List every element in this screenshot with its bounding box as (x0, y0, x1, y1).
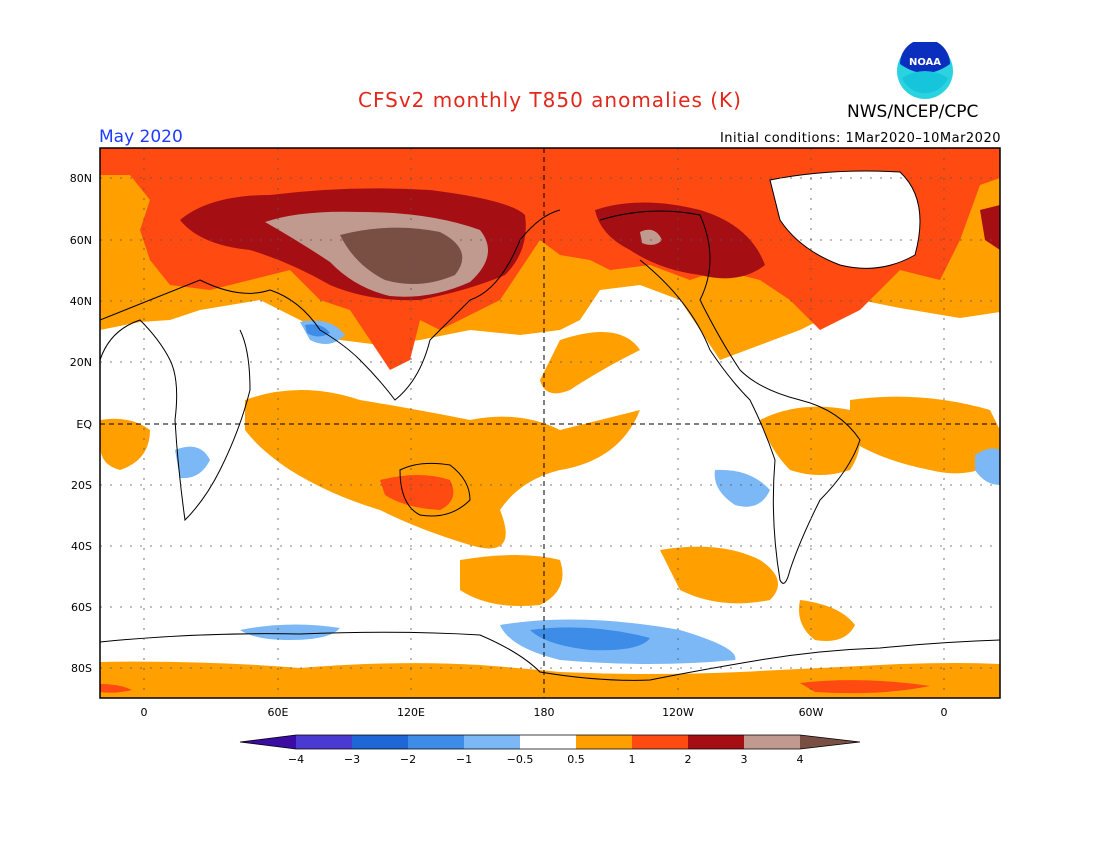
longitude-labels: 0 60E 120E 180 120W 60W 0 (141, 706, 948, 719)
lon-label: 120E (397, 706, 425, 719)
indian-ocean-warm (245, 390, 640, 549)
coastlines (100, 170, 1000, 681)
east-red (980, 205, 1000, 250)
legend-cell (688, 735, 744, 749)
legend-cell (352, 735, 408, 749)
graticule (100, 148, 1000, 698)
east-atlantic-cool (975, 448, 1000, 485)
africa-west-warm (100, 418, 150, 470)
initial-conditions: Initial conditions: 1Mar2020–10Mar2020 (719, 131, 1001, 146)
lon-label: 120W (662, 706, 694, 719)
drake-warm (799, 600, 855, 641)
lat-label: 60N (70, 234, 92, 247)
legend-label: 4 (797, 753, 804, 766)
legend-cell (520, 735, 576, 749)
siberia-core (340, 227, 463, 284)
legend-label: 0.5 (567, 753, 585, 766)
legend-cell (800, 735, 860, 749)
forecast-month: May 2020 (99, 127, 183, 147)
lon-label: 0 (141, 706, 148, 719)
lat-label: 20N (70, 356, 92, 369)
legend-label: −1 (456, 753, 472, 766)
noaa-logo-icon: NOAA (897, 42, 953, 99)
atlantic-warm (850, 396, 1000, 474)
legend-label: −3 (344, 753, 360, 766)
south-atlantic-warm (660, 546, 778, 604)
legend-cell (744, 735, 800, 749)
latitude-labels: 80N 60N 40N 20N EQ 20S 40S 60S 80S (70, 172, 93, 675)
south-pacific-warm (460, 555, 563, 606)
weddell-red (800, 680, 930, 694)
antarctic-cool-core (530, 627, 650, 651)
lon-label: 60W (799, 706, 824, 719)
alaska-red (595, 202, 765, 279)
tibet-cool-core (305, 324, 330, 337)
legend-cell (632, 735, 688, 749)
australia-red (380, 475, 454, 510)
color-legend: −4 −3 −2 −1 −0.5 0.5 1 2 3 4 (239, 734, 861, 766)
legend-label: 3 (741, 753, 748, 766)
indian-ocean-cool (240, 624, 340, 640)
lon-label: 0 (941, 706, 948, 719)
map-frame (99, 147, 1001, 699)
alaska-tan (640, 229, 662, 245)
legend-label: 1 (629, 753, 636, 766)
lat-label: 60S (71, 601, 92, 614)
south-pacific-cool (714, 469, 770, 507)
lat-label: 20S (71, 479, 92, 492)
lon-label: 180 (534, 706, 555, 719)
legend-cell (576, 735, 632, 749)
svg-text:NOAA: NOAA (909, 57, 941, 68)
map-title: CFSv2 monthly T850 anomalies (K) (358, 88, 742, 112)
lat-label: 40N (70, 295, 92, 308)
legend-cell (296, 735, 352, 749)
africa-cool (175, 446, 210, 479)
lat-label: 80N (70, 172, 92, 185)
greenland-cool (770, 171, 920, 269)
pacific-warm (540, 332, 640, 394)
legend-label: −0.5 (507, 753, 534, 766)
legend-cell (408, 735, 464, 749)
legend-label: 2 (685, 753, 692, 766)
agency-label: NWS/NCEP/CPC (847, 102, 979, 122)
legend-cell (464, 735, 520, 749)
lat-label: 80S (71, 662, 92, 675)
east-antarctic-red (100, 684, 132, 693)
antarctic-warm-band (100, 661, 1000, 698)
anomaly-fields (100, 148, 1000, 698)
legend-label: −2 (400, 753, 416, 766)
legend-cell (240, 735, 296, 749)
equator-dateline (100, 148, 1000, 698)
lat-label: EQ (76, 418, 92, 431)
lat-label: 40S (71, 540, 92, 553)
lon-label: 60E (268, 706, 289, 719)
legend-label: −4 (288, 753, 304, 766)
